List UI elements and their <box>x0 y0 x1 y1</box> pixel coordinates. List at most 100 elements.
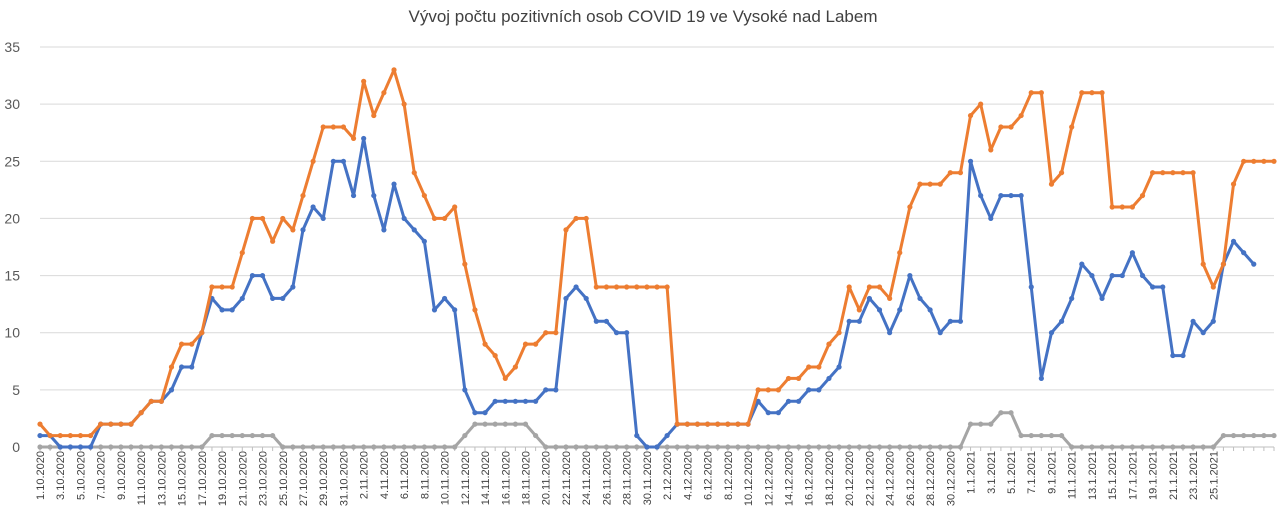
data-point <box>735 444 741 450</box>
y-tick-label: 20 <box>4 210 20 226</box>
x-tick-label: 5.10.2020 <box>75 451 87 500</box>
data-point <box>998 192 1004 199</box>
series-line-2 <box>38 411 1276 449</box>
data-point <box>77 432 84 439</box>
data-point <box>978 421 984 427</box>
data-point <box>371 444 377 450</box>
data-point <box>512 421 518 427</box>
data-point <box>603 318 610 324</box>
data-point <box>533 432 539 439</box>
data-point <box>887 330 893 336</box>
data-point <box>603 284 610 290</box>
data-point <box>330 124 336 130</box>
data-point <box>755 387 761 393</box>
data-point <box>482 421 488 427</box>
data-point <box>785 375 792 382</box>
data-point <box>573 215 579 222</box>
data-point <box>998 124 1004 130</box>
data-point <box>755 444 761 450</box>
data-point <box>866 284 873 290</box>
x-tick-label: 15.10.2020 <box>177 451 189 506</box>
x-tick-label: 21.10.2020 <box>237 451 249 506</box>
x-tick-label: 26.12.2020 <box>905 451 917 506</box>
data-point <box>1200 330 1206 336</box>
data-point <box>998 410 1004 416</box>
x-tick-label: 10.11.2020 <box>440 451 452 505</box>
data-point <box>492 421 498 427</box>
data-point <box>1069 124 1075 130</box>
data-point <box>259 272 266 279</box>
x-tick-label: 25.1.2021 <box>1208 451 1220 500</box>
data-point <box>209 284 215 290</box>
data-point <box>1089 444 1095 450</box>
data-point <box>745 421 751 427</box>
data-point <box>573 284 579 290</box>
data-point <box>967 158 974 164</box>
data-point <box>563 227 569 233</box>
data-point <box>866 444 873 450</box>
data-point <box>684 421 690 427</box>
data-point <box>67 444 73 450</box>
data-point <box>634 444 640 450</box>
data-point <box>826 375 832 382</box>
data-point <box>98 444 104 450</box>
data-point <box>553 444 559 450</box>
x-tick-label: 16.12.2020 <box>804 451 816 506</box>
x-tick-label: 9.10.2020 <box>116 451 128 500</box>
x-tick-label: 27.10.2020 <box>298 451 310 506</box>
data-point <box>775 410 781 416</box>
data-point <box>937 330 943 336</box>
data-point <box>603 444 610 450</box>
data-point <box>563 295 569 302</box>
data-point <box>664 444 670 450</box>
data-point <box>441 295 448 302</box>
data-point <box>1079 90 1085 96</box>
series-line-0 <box>38 68 1276 438</box>
data-point <box>1069 444 1075 450</box>
data-point <box>270 295 276 302</box>
x-tick-label: 22.12.2020 <box>864 451 876 506</box>
data-point <box>1048 181 1055 187</box>
data-point <box>644 284 650 290</box>
data-point <box>765 410 771 416</box>
data-point <box>199 330 205 336</box>
data-point <box>118 444 124 450</box>
data-point <box>67 432 73 439</box>
data-point <box>522 421 529 427</box>
data-point <box>846 444 852 450</box>
data-point <box>674 444 680 450</box>
data-point <box>715 421 721 427</box>
data-point <box>937 444 943 450</box>
x-tick-label: 17.10.2020 <box>197 451 209 506</box>
y-tick-label: 5 <box>12 382 20 398</box>
data-point <box>826 444 832 450</box>
data-point <box>1200 261 1206 267</box>
data-point <box>522 398 529 404</box>
data-point <box>664 432 670 439</box>
data-point <box>219 284 225 290</box>
data-point <box>37 421 43 427</box>
data-point <box>320 215 326 222</box>
data-point <box>1230 181 1237 187</box>
data-point <box>1129 204 1135 210</box>
data-point <box>573 444 579 450</box>
data-point <box>350 444 357 450</box>
data-point <box>270 238 276 244</box>
data-point <box>856 307 862 313</box>
data-point <box>1200 444 1206 450</box>
data-point <box>866 295 873 302</box>
data-point <box>340 444 347 450</box>
data-point <box>846 284 852 290</box>
data-point <box>1251 261 1257 267</box>
data-point <box>927 307 933 313</box>
data-point <box>179 341 185 347</box>
data-point <box>1129 250 1135 256</box>
x-tick-label: 25.10.2020 <box>278 451 290 506</box>
data-point <box>98 421 104 427</box>
data-point <box>239 250 245 256</box>
data-point <box>978 101 984 107</box>
data-point <box>148 398 154 404</box>
data-point <box>350 135 357 142</box>
